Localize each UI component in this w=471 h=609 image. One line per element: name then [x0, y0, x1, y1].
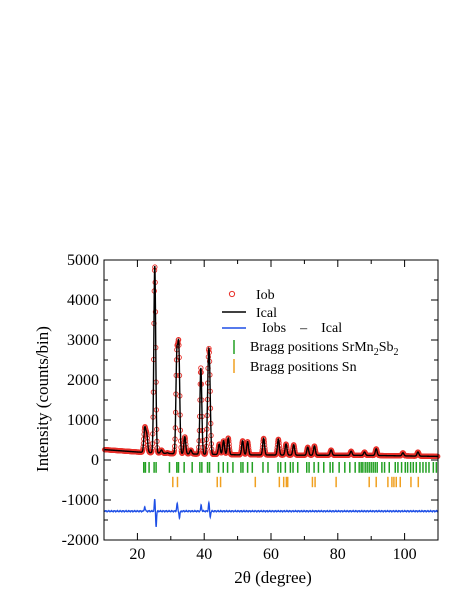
legend-bragg1-prefix: Bragg positions SrMn	[250, 340, 374, 355]
legend-bragg1-mid: Sb	[379, 340, 394, 355]
y-tick-label: 5000	[67, 252, 99, 269]
y-tick-label: 0	[91, 452, 99, 469]
bragg-sn-series	[172, 476, 420, 488]
difference-line	[104, 498, 439, 528]
y-tick-label: 1000	[67, 412, 99, 429]
legend-calculated-label: Ical	[256, 306, 277, 321]
plot-frame	[103, 259, 439, 541]
x-tick-label: 20	[129, 546, 145, 563]
legend-difference-left: Iobs	[262, 321, 286, 336]
y-tick-label: -1000	[62, 492, 99, 509]
x-tick-label: 100	[393, 546, 417, 563]
legend-bragg1-sub2: 2	[393, 347, 398, 358]
y-tick-label: 3000	[67, 332, 99, 349]
y-tick-label: 4000	[67, 292, 99, 309]
legend: Iob Ical Iobs – Ical Bragg positions SrMn2…	[222, 288, 398, 375]
calculated-line	[104, 265, 438, 458]
y-tick-label: 2000	[67, 372, 99, 389]
legend-bragg2-label: Bragg positions Sn	[250, 360, 357, 375]
x-tick-label: 60	[263, 546, 279, 563]
legend-observed-label: Iob	[256, 288, 275, 303]
legend-difference-dash: –	[299, 321, 308, 336]
y-tick-label: -2000	[62, 532, 99, 549]
x-tick-label: 40	[196, 546, 212, 563]
plot-area	[102, 264, 441, 528]
axes: -2000 -1000 0 1000 2000 3000 4000 5000 20 40 60 80 1…	[62, 252, 439, 563]
legend-observed-marker	[228, 290, 236, 298]
y-axis-label: Intensity (counts/bin)	[33, 326, 52, 472]
x-tick-label: 80	[330, 546, 346, 563]
legend-difference-right: Ical	[321, 321, 342, 336]
bragg-srmn2sb2-series	[143, 462, 438, 473]
legend-difference-label: Iobs – Ical	[262, 321, 342, 336]
x-axis-label: 2θ (degree)	[234, 568, 312, 587]
legend-bragg1-sub1: 2	[374, 347, 379, 358]
legend-bragg1-label: Bragg positions SrMn2Sb2	[250, 340, 398, 358]
